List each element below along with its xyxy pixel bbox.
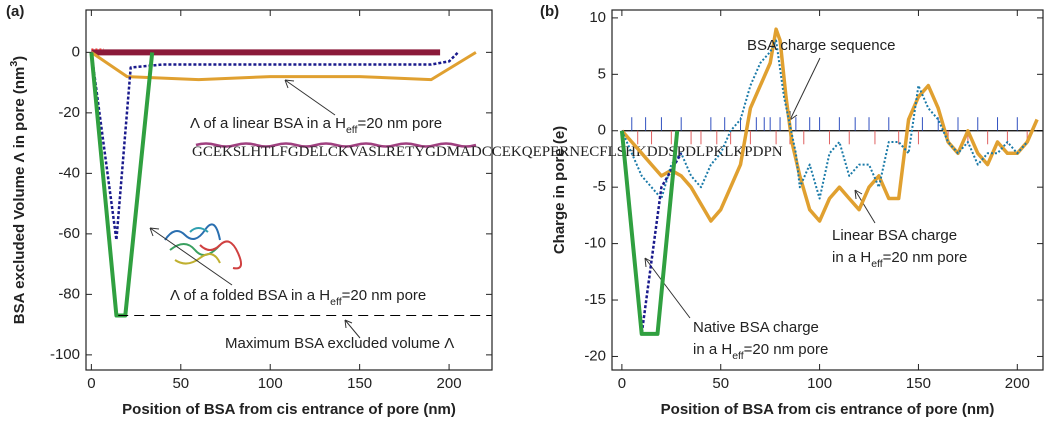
y-tick-label: -100 xyxy=(50,346,80,363)
annotation-part: Λ of a linear BSA in a H xyxy=(190,115,346,132)
annotation-part: Linear BSA charge xyxy=(832,227,957,244)
y-tick-label: -20 xyxy=(58,104,80,121)
annotation-part: eff xyxy=(732,350,744,362)
y-tick-label: -5 xyxy=(593,178,606,195)
y-tick-label: -10 xyxy=(584,235,606,252)
data-line xyxy=(90,51,477,82)
y-axis-label-part: BSA excluded Volume Λ in pore (nm xyxy=(11,67,28,325)
plot-frame xyxy=(85,9,493,371)
annotation: Λ of a linear BSA in a Heff=20 nm pore xyxy=(190,115,442,136)
annotation: Native BSA charge xyxy=(693,319,819,336)
x-tick-label: 50 xyxy=(712,375,729,392)
x-tick-label: 200 xyxy=(437,375,462,392)
protein-structure xyxy=(164,223,243,270)
y-axis-label: BSA excluded Volume Λ in pore (nm3) xyxy=(8,56,28,324)
annotation-part: BSA charge sequence xyxy=(747,37,895,54)
y-axis-label-part: 3 xyxy=(8,61,20,67)
y-tick-label: 0 xyxy=(598,122,606,139)
panel-label: (a) xyxy=(6,3,24,20)
y-tick-label: -20 xyxy=(584,347,606,364)
annotation-part: Λ of a folded BSA in a H xyxy=(170,287,330,304)
annotation-part: =20 nm pore xyxy=(744,341,829,358)
data-line xyxy=(90,51,459,242)
annotation-part: =20 nm pore xyxy=(342,287,427,304)
annotation-part: eff xyxy=(871,258,883,270)
plot-frame xyxy=(611,9,1044,371)
y-axis-label-part: Charge in pore (e) xyxy=(551,126,568,254)
annotation-part: Maximum BSA excluded volume Λ xyxy=(225,335,454,352)
annotation-part: eff xyxy=(346,124,358,136)
panel-label: (b) xyxy=(540,3,559,20)
annotation: Linear BSA charge xyxy=(832,227,957,244)
annotation: Λ of a folded BSA in a Heff=20 nm pore xyxy=(170,287,426,308)
x-tick-label: 150 xyxy=(347,375,372,392)
annotation-part: in a H xyxy=(832,249,871,266)
y-tick-label: -80 xyxy=(58,285,80,302)
x-tick-label: 0 xyxy=(87,375,95,392)
x-tick-label: 100 xyxy=(258,375,283,392)
annotation-part: =20 nm pore xyxy=(883,249,968,266)
annotation-part: =20 nm pore xyxy=(357,115,442,132)
annotation: GCEKSLHTLFGDELCKVASLRETYGDMADCCEKQEPERNE… xyxy=(192,144,783,160)
y-tick-label: -60 xyxy=(58,225,80,242)
y-axis-label-part: ) xyxy=(11,56,28,61)
annotation-part: in a H xyxy=(693,341,732,358)
y-tick-label: -15 xyxy=(584,291,606,308)
annotation: in a Heff=20 nm pore xyxy=(693,341,828,362)
x-axis-label: Position of BSA from cis entrance of por… xyxy=(661,401,995,418)
annotation-part: GCEKSLHTLFGDELCKVASLRETYGDMADCCEKQEPERNE… xyxy=(192,144,783,160)
x-tick-label: 150 xyxy=(906,375,931,392)
annotation: Maximum BSA excluded volume Λ xyxy=(225,335,454,352)
data-line xyxy=(619,130,680,336)
x-tick-label: 100 xyxy=(807,375,832,392)
annotation-part: eff xyxy=(330,296,342,308)
y-tick-label: -40 xyxy=(58,164,80,181)
y-axis-label: Charge in pore (e) xyxy=(551,126,568,254)
x-tick-label: 200 xyxy=(1005,375,1030,392)
x-tick-label: 50 xyxy=(172,375,189,392)
annotation: in a Heff=20 nm pore xyxy=(832,249,967,270)
annotation: BSA charge sequence xyxy=(747,37,895,54)
x-axis-label: Position of BSA from cis entrance of por… xyxy=(122,401,456,418)
y-tick-label: 0 xyxy=(72,43,80,60)
data-line xyxy=(620,39,1028,200)
x-tick-label: 0 xyxy=(618,375,626,392)
data-line xyxy=(620,27,1039,223)
y-tick-label: 10 xyxy=(589,9,606,26)
annotation-part: Native BSA charge xyxy=(693,319,819,336)
y-tick-label: 5 xyxy=(598,65,606,82)
